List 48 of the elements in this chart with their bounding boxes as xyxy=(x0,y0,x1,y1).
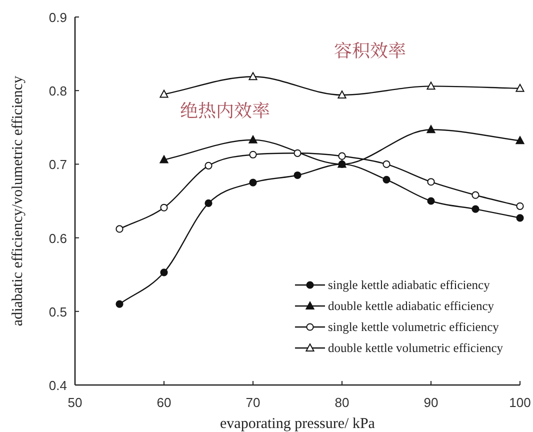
point xyxy=(248,72,258,80)
x-tick-label: 50 xyxy=(68,395,82,410)
point xyxy=(204,199,212,208)
point xyxy=(516,84,524,92)
y-tick-label: 0.5 xyxy=(48,304,67,320)
x-tick-label: 70 xyxy=(246,395,260,410)
y-tick-label: 0.6 xyxy=(48,230,67,246)
y-axis-title: adiabatic efficiency/volumetric efficiency xyxy=(10,75,26,326)
point xyxy=(249,150,257,158)
legend-label: single kettle volumetric efficiency xyxy=(328,320,500,334)
point xyxy=(427,197,435,205)
x-tick-label: 80 xyxy=(334,395,350,410)
point xyxy=(160,90,168,98)
point xyxy=(382,160,390,168)
point xyxy=(294,149,302,157)
point xyxy=(516,202,524,210)
point xyxy=(427,178,435,186)
y-tick-label: 0.4 xyxy=(48,378,67,393)
point xyxy=(160,268,168,276)
y-tick-label: 0.9 xyxy=(48,10,67,25)
point xyxy=(116,300,124,308)
point xyxy=(160,204,168,212)
y-tick-label: 0.8 xyxy=(48,84,67,99)
point xyxy=(294,171,302,180)
legend-label: single kettle adiabatic efficiency xyxy=(328,278,491,292)
y-tick-label: 0.7 xyxy=(48,157,67,172)
point xyxy=(338,152,346,160)
point xyxy=(426,82,436,90)
point xyxy=(248,135,258,144)
point xyxy=(160,155,168,164)
point xyxy=(472,205,480,213)
point xyxy=(249,178,257,186)
point xyxy=(382,176,390,184)
legend-label: double kettle volumetric efficiency xyxy=(328,341,504,355)
x-tick-label: 100 xyxy=(509,395,531,410)
point xyxy=(516,136,524,144)
point xyxy=(472,191,480,199)
point xyxy=(338,90,346,99)
x-tick-label: 60 xyxy=(156,395,172,410)
point xyxy=(426,125,436,134)
legend-label: double kettle adiabatic efficiency xyxy=(328,299,495,313)
point xyxy=(204,162,212,170)
point xyxy=(116,225,124,233)
x-axis-title: evaporating pressure/ kPa xyxy=(220,416,376,432)
x-tick-label: 90 xyxy=(424,395,438,410)
annotation: 容积效率 xyxy=(334,37,406,63)
annotation: 绝热内效率 xyxy=(180,97,270,123)
point xyxy=(516,214,524,222)
